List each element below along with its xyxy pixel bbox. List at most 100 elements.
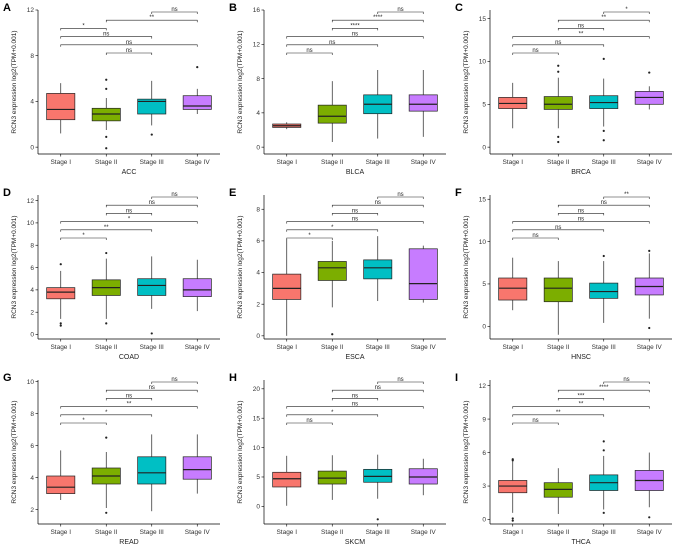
panel-letter: D [3, 187, 11, 199]
box-2 [543, 261, 573, 335]
significance-bracket: * [286, 410, 379, 417]
y-axis-title: RCN3 expression log2(TPM+0.001) [237, 215, 244, 318]
y-tick-label: 10 [27, 220, 35, 227]
significance-label: ns [149, 200, 155, 206]
bracket-line [286, 422, 333, 425]
box-3 [589, 57, 619, 142]
significance-label: ns [352, 217, 358, 223]
panel-g: G 2 4 6 8 10 RCN3 expression log2(TPM+0.001) St… [3, 372, 220, 546]
x-tick-label: Stage I [276, 529, 297, 536]
box-4 [634, 71, 664, 110]
significance-bracket: ns [331, 385, 424, 393]
y-axis-title: RCN3 expression log2(TPM+0.001) [11, 400, 18, 503]
panel-h: H 0 5 10 15 20 RCN3 expression log2(TPM+0.001)… [229, 372, 446, 546]
significance-bracket: ** [60, 225, 153, 232]
bracket-line [557, 213, 605, 216]
iqr-box [408, 248, 438, 300]
significance-bracket: ns [512, 48, 559, 55]
bracket-line [377, 196, 424, 199]
box-1 [498, 458, 528, 522]
iqr-box [182, 278, 212, 297]
bracket-line [60, 414, 153, 417]
significance-bracket: ns [603, 377, 650, 384]
significance-label: ns [397, 7, 403, 13]
outlier-point [602, 254, 605, 258]
significance-label: ns [375, 385, 381, 391]
iqr-box [317, 104, 347, 124]
box-4 [408, 70, 438, 137]
outlier-point [59, 263, 62, 266]
significance-label: ns [578, 208, 584, 214]
x-tick-label: Stage III [366, 159, 390, 166]
x-tick-label: Stage II [95, 529, 118, 536]
x-tick-label: Stage I [50, 529, 71, 536]
bracket-line [512, 237, 559, 240]
panel-letter: E [229, 187, 236, 199]
bracket-line [60, 422, 107, 425]
box-3 [137, 80, 167, 136]
x-tick-label: Stage III [366, 529, 390, 536]
box-3 [137, 434, 167, 512]
y-tick-label: 5 [256, 474, 260, 481]
box-3 [363, 70, 393, 139]
bracket-line [512, 221, 650, 224]
significance-bracket: ns [151, 192, 198, 199]
y-tick-label: 10 [479, 59, 487, 66]
outlier-point [105, 251, 108, 255]
x-axis-title: HNSC [571, 354, 591, 361]
iqr-box [182, 95, 212, 110]
significance-label: ns [375, 200, 381, 206]
y-tick-label: 0 [482, 323, 486, 330]
outlier-point [105, 322, 108, 325]
box-2 [317, 240, 347, 336]
box-2 [91, 436, 121, 514]
outlier-point [648, 326, 651, 330]
box-1 [272, 455, 302, 506]
bracket-line [331, 213, 379, 216]
bracket-line [60, 221, 198, 224]
y-tick-label: 8 [30, 242, 34, 249]
bracket-line [151, 11, 198, 14]
y-tick-label: 3 [482, 483, 486, 490]
bracket-line [331, 389, 424, 393]
bracket-line [557, 28, 605, 31]
bracket-line [286, 221, 424, 224]
panel-letter: H [229, 372, 237, 384]
significance-label: ** [579, 32, 584, 38]
significance-label: ** [104, 225, 109, 231]
box-3 [137, 256, 167, 335]
x-tick-label: Stage II [321, 159, 344, 166]
y-tick-label: 6 [30, 443, 34, 450]
outlier-point [648, 249, 651, 253]
outlier-point [150, 332, 153, 335]
box-4 [182, 259, 212, 312]
y-tick-label: 4 [30, 287, 34, 294]
x-tick-label: Stage I [502, 159, 523, 166]
significance-bracket: ns [151, 377, 198, 384]
x-axis-title: ESCA [345, 354, 364, 361]
significance-label: **** [599, 385, 609, 391]
y-tick-label: 0 [482, 517, 486, 524]
box-2 [543, 468, 573, 514]
box-2 [91, 78, 121, 150]
panel-b: B 0 4 8 12 16 RCN3 expression log2(TPM+0.001) S… [229, 2, 446, 176]
significance-label: **** [373, 15, 383, 21]
significance-label: ns [555, 40, 561, 46]
significance-bracket: **** [331, 15, 424, 23]
significance-label: * [331, 410, 334, 416]
significance-bracket: **** [331, 23, 379, 31]
y-tick-label: 6 [30, 265, 34, 272]
panel-letter: G [3, 372, 12, 384]
significance-label: ns [352, 208, 358, 214]
outlier-point [59, 324, 62, 327]
box-4 [408, 245, 438, 303]
box-1 [272, 122, 302, 130]
significance-bracket: ns [151, 7, 198, 14]
y-axis-title: RCN3 expression log2(TPM+0.001) [11, 30, 18, 133]
bracket-line [151, 196, 198, 199]
significance-label: ns [329, 40, 335, 46]
y-tick-label: 16 [253, 7, 261, 14]
box-2 [317, 455, 347, 500]
outlier-point [511, 459, 514, 462]
significance-bracket: ns [286, 217, 424, 224]
